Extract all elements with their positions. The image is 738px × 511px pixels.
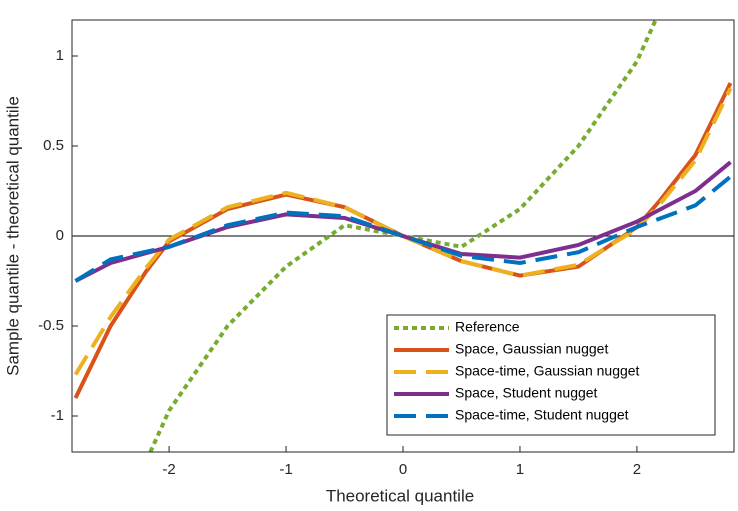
legend-label: Space, Student nugget <box>455 385 598 401</box>
x-tick-label: -2 <box>162 461 175 478</box>
legend-label: Space-time, Student nugget <box>455 407 629 423</box>
series-line <box>74 160 732 283</box>
y-axis-label: Sample quantile - theoretical quantile <box>3 96 22 376</box>
plot-frame <box>71 19 735 453</box>
legend-label: Space-time, Gaussian nugget <box>455 363 640 379</box>
y-tick-label: -0.5 <box>38 317 64 334</box>
y-tick-label: 0 <box>56 227 64 244</box>
x-tick-label: 2 <box>633 461 641 478</box>
x-tick-label: 0 <box>399 461 407 478</box>
x-tick-label: -1 <box>279 461 292 478</box>
series-line <box>74 175 732 283</box>
legend-label: Reference <box>455 319 520 335</box>
y-tick-label: 1 <box>56 47 64 64</box>
y-tick-label: -1 <box>51 407 64 424</box>
legend-label: Space, Gaussian nugget <box>455 341 608 357</box>
x-axis-label: Theoretical quantile <box>326 486 474 505</box>
x-tick-label: 1 <box>516 461 524 478</box>
y-tick-label: 0.5 <box>43 137 64 154</box>
